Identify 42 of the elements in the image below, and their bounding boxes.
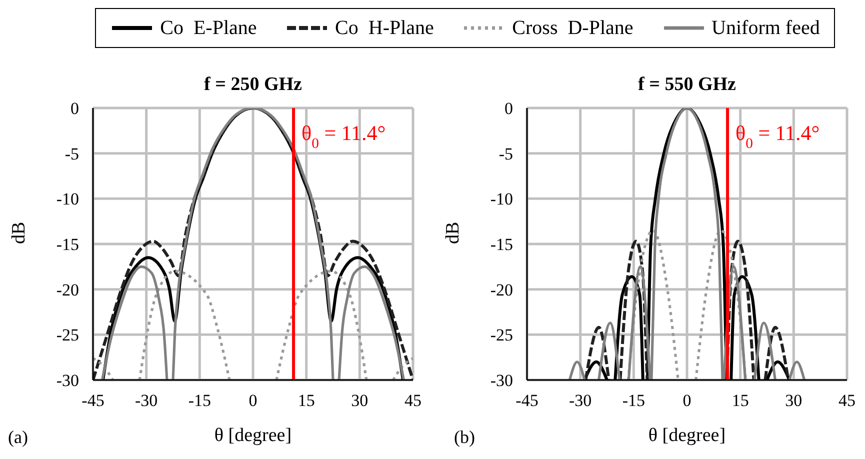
x-tick-label: -15: [188, 391, 212, 410]
y-tick-label: 0: [504, 99, 513, 118]
x-tick-label: -30: [568, 391, 592, 410]
x-axis-title: θ [degree]: [648, 425, 726, 446]
y-tick-label: 0: [70, 99, 79, 118]
x-tick-label: -45: [82, 391, 104, 410]
y-tick-label: -10: [490, 190, 513, 209]
y-tick-label: -10: [56, 190, 79, 209]
legend-label: Co E-Plane: [160, 16, 257, 40]
x-axis-title: θ [degree]: [214, 425, 292, 446]
y-tick-label: -15: [490, 235, 513, 254]
y-tick-label: -25: [56, 326, 79, 345]
ref-line-label: θ$_{0}$ = 11.4°: [736, 121, 820, 152]
ref-line-label: θ$_{0}$ = 11.4°: [302, 121, 386, 152]
x-tick-label: 30: [785, 391, 802, 410]
y-axis-title: dB: [8, 222, 30, 244]
x-tick-label: 30: [351, 391, 368, 410]
y-tick-label: -25: [490, 326, 513, 345]
y-tick-label: -5: [64, 144, 79, 164]
legend-label: Cross D-Plane: [512, 16, 634, 40]
x-tick-label: -45: [516, 391, 538, 410]
y-tick-label: -20: [56, 280, 79, 300]
y-tick-label: -30: [490, 371, 513, 390]
x-tick-label: -30: [134, 391, 158, 410]
y-tick-label: -30: [56, 371, 79, 390]
text: (a): [8, 427, 28, 448]
x-tick-label: 45: [838, 391, 856, 410]
x-tick-label: 0: [248, 391, 258, 410]
x-tick-label: 15: [732, 391, 749, 410]
y-tick-label: -20: [490, 280, 513, 300]
chart-title: f = 250 GHz: [203, 74, 303, 96]
chart-title: f = 550 GHz: [637, 74, 737, 96]
x-tick-label: -15: [622, 391, 646, 410]
y-tick-label: -15: [56, 235, 79, 254]
legend-label: Co H-Plane: [335, 16, 434, 40]
x-tick-label: 15: [298, 391, 315, 410]
x-tick-label: 0: [682, 391, 692, 410]
x-tick-label: 45: [404, 391, 422, 410]
y-tick-label: -5: [498, 144, 513, 164]
legend-label: Uniform feed: [712, 16, 820, 40]
y-axis-title: dB: [442, 222, 464, 244]
text: (b): [454, 427, 475, 448]
